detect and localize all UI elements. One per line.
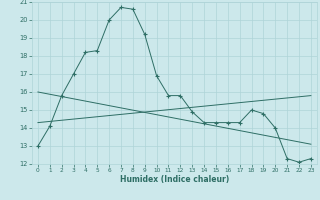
X-axis label: Humidex (Indice chaleur): Humidex (Indice chaleur) — [120, 175, 229, 184]
